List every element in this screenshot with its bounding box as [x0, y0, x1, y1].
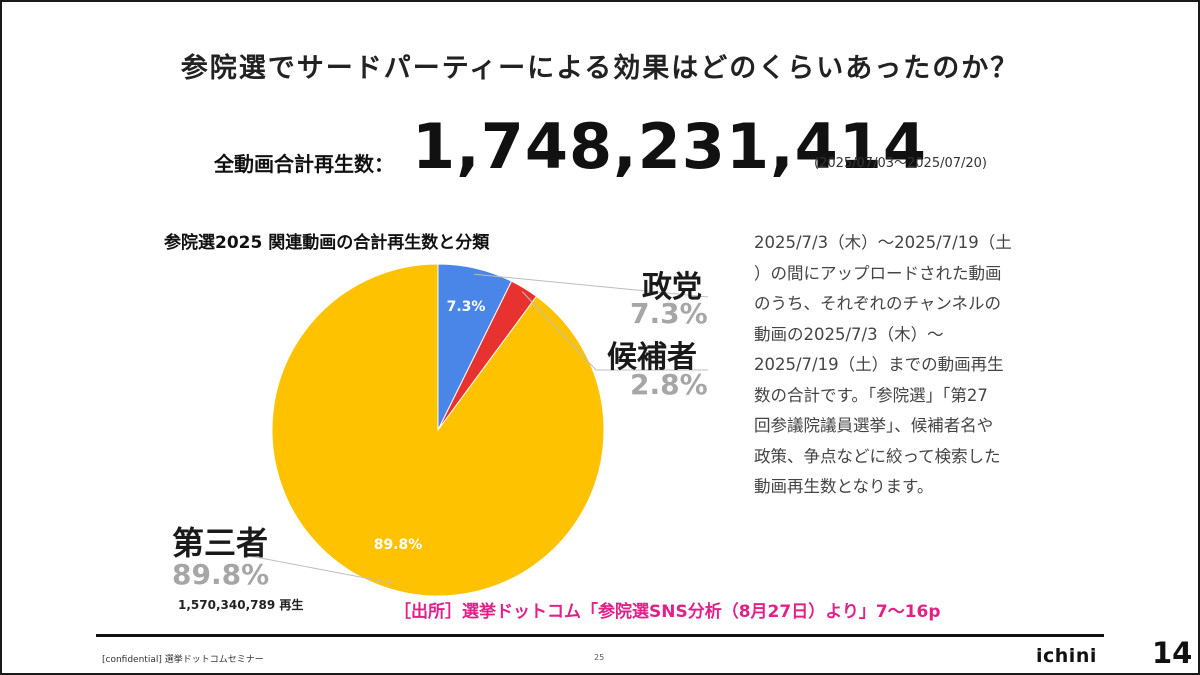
description-line: 数の合計です。「参院選」「第27 — [754, 385, 988, 405]
label-third-party-pct: 89.8% — [172, 558, 270, 591]
label-party-name: 政党 — [642, 270, 702, 305]
label-candidate-pct: 2.8% — [630, 368, 708, 401]
description-line: ）の間にアップロードされた動画 — [754, 263, 1002, 283]
footer-page-number: 25 — [594, 653, 605, 662]
description: 2025/7/3（木）～2025/7/19（土 ）の間にアップロードされた動画 … — [754, 228, 1094, 503]
description-line: 2025/7/3（木）～2025/7/19（土 — [754, 233, 1012, 252]
pie-slice-2 — [271, 263, 605, 597]
label-candidate-name: 候補者 — [607, 340, 697, 375]
slide-number: 14 — [1152, 636, 1193, 670]
leader-line-candidate — [521, 291, 708, 371]
description-line: 2025/7/19（土）までの動画再生 — [754, 355, 1004, 374]
description-line: 政策、争点などに絞って検索した — [754, 446, 1001, 466]
description-line: 動画の2025/7/3（木）～ — [754, 324, 944, 344]
footer-divider — [96, 634, 1104, 637]
leader-line-party — [474, 273, 709, 298]
source-citation: ［出所］選挙ドットコム「参院選SNS分析（8月27日）より」7～16p — [394, 602, 941, 622]
footer-confidential: [confidential] 選挙ドットコムセミナー — [102, 655, 264, 665]
chart-title: 参院選2025 関連動画の合計再生数と分類 — [164, 233, 490, 253]
third-party-plays: 1,570,340,789 再生 — [178, 598, 304, 612]
label-party-pct: 7.3% — [630, 297, 708, 330]
total-views-value: 1,748,231,414 — [412, 110, 928, 183]
total-views-label: 全動画合計再生数： — [214, 152, 394, 176]
slide-title: 参院選でサードパーティーによる効果はどのくらいあったのか？ — [180, 53, 1020, 84]
label-third-party-name: 第三者 — [172, 524, 269, 562]
description-line: 動画再生数となります。 — [754, 477, 934, 496]
ichini-logo: ichini — [1036, 645, 1097, 667]
description-line: のうち、それぞれのチャンネルの — [754, 294, 1002, 313]
pie-slice-label-2: 89.8% — [374, 537, 423, 553]
pie-slice-label-0: 7.3% — [447, 299, 486, 315]
leader-line-third-party — [249, 555, 393, 584]
description-line: 回参議院議員選挙」、候補者名や — [754, 416, 994, 435]
total-views-period: (2025/07/03～2025/07/20) — [814, 156, 987, 171]
